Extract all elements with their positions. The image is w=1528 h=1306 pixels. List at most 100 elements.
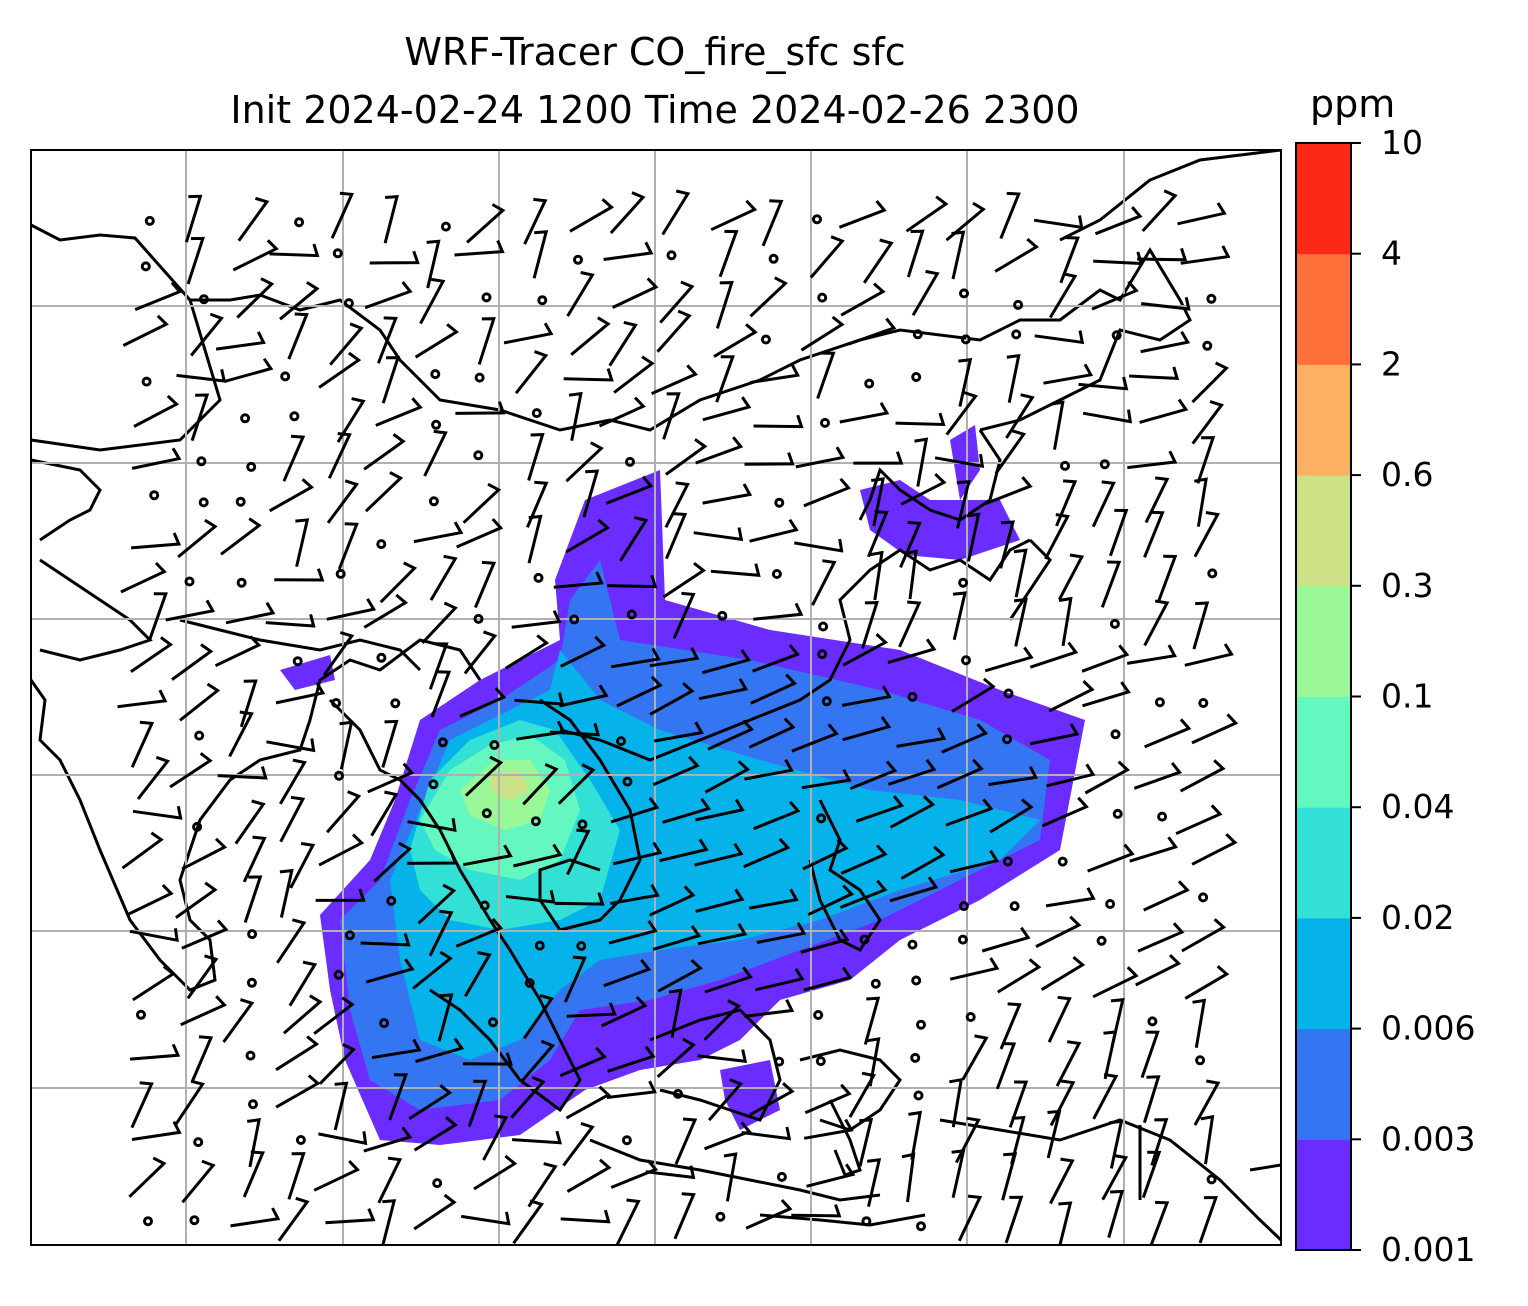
wind-barb — [407, 851, 458, 865]
wind-barb — [1094, 206, 1143, 236]
wind-barb — [553, 571, 604, 589]
wind-barb — [511, 610, 562, 629]
calm-wind-marker — [1013, 299, 1024, 310]
calm-wind-marker — [861, 1216, 872, 1227]
wind-barb — [1144, 476, 1170, 524]
calm-wind-marker — [294, 217, 305, 228]
map-frame — [30, 149, 1282, 1246]
wind-barb — [715, 355, 735, 403]
wind-barb — [122, 314, 169, 347]
calm-wind-marker — [428, 496, 439, 507]
colorbar-tick-label: 4 — [1381, 234, 1402, 273]
wind-barb — [467, 1079, 488, 1128]
wind-barb — [381, 1199, 397, 1245]
wind-barb — [148, 592, 168, 640]
wind-barb — [130, 1081, 154, 1129]
calm-wind-marker — [815, 1056, 826, 1067]
wind-barb — [1084, 760, 1130, 795]
calm-wind-marker — [379, 1018, 390, 1029]
wind-barb — [474, 560, 497, 609]
wind-barb — [181, 837, 228, 871]
wind-barb — [407, 818, 457, 833]
wind-barb — [989, 798, 1034, 834]
wind-barb — [999, 520, 1015, 569]
calm-wind-marker — [820, 417, 830, 428]
wind-barb — [698, 678, 749, 701]
calm-wind-marker — [870, 978, 881, 989]
wind-barb — [606, 1080, 657, 1099]
wind-barb — [329, 322, 364, 366]
calm-wind-marker — [958, 577, 969, 588]
wind-barb — [981, 926, 1031, 953]
wind-barb — [1137, 247, 1188, 262]
wind-barb — [723, 1152, 738, 1202]
colorbar-segment — [1296, 475, 1351, 587]
wind-barb — [388, 1073, 409, 1121]
wind-barb — [504, 634, 550, 670]
wind-barb — [995, 1042, 1017, 1090]
wind-barb — [914, 437, 929, 487]
wind-barb — [800, 315, 845, 352]
calm-wind-marker — [961, 655, 971, 666]
wind-barb — [367, 762, 415, 794]
wind-barb — [132, 805, 183, 820]
wind-barb — [175, 881, 218, 919]
calm-wind-marker — [916, 1221, 926, 1232]
wind-barb — [130, 720, 155, 768]
wind-barb — [295, 518, 310, 568]
wind-barb — [961, 1034, 989, 1081]
wind-barb — [1133, 761, 1183, 790]
wind-barb — [325, 790, 362, 834]
wind-barb — [1004, 1195, 1024, 1244]
wind-barb — [903, 549, 918, 600]
calm-wind-marker — [333, 969, 344, 980]
wind-barb — [171, 643, 214, 681]
wind-barb — [803, 477, 852, 508]
wind-barb — [1150, 1118, 1169, 1166]
wind-barb — [279, 868, 294, 918]
wind-barb — [713, 323, 758, 358]
wind-barb — [908, 1110, 923, 1161]
wind-barb — [1143, 880, 1190, 912]
wind-barb — [381, 719, 399, 768]
wind-barb — [327, 432, 352, 479]
calm-wind-marker — [198, 294, 209, 305]
wind-barb — [413, 521, 464, 544]
calm-wind-marker — [235, 496, 246, 507]
wind-barb — [381, 356, 401, 404]
wind-barb — [610, 647, 661, 669]
wind-barb — [1005, 393, 1035, 439]
wind-barb — [889, 795, 936, 829]
wind-barb — [1193, 1079, 1221, 1126]
wind-barb — [611, 277, 659, 309]
wind-barb — [1194, 477, 1208, 527]
calm-wind-marker — [812, 214, 822, 225]
wind-barb — [656, 309, 692, 353]
calm-wind-marker — [817, 649, 828, 660]
wind-barb — [715, 281, 734, 329]
wind-barb — [1184, 965, 1230, 1000]
wind-barb — [645, 1165, 696, 1180]
wind-barb — [1137, 922, 1185, 953]
wind-barb — [129, 1043, 181, 1061]
wind-barb — [607, 1045, 656, 1073]
wind-barb — [423, 429, 448, 477]
calm-wind-marker — [1207, 568, 1218, 579]
wind-barb — [336, 397, 366, 443]
wind-barb — [190, 312, 224, 357]
wind-barb — [243, 875, 263, 923]
calm-wind-marker — [432, 1178, 443, 1189]
colorbar-segment — [1296, 364, 1351, 476]
wind-barb — [749, 363, 801, 384]
wind-barb — [512, 1130, 562, 1145]
wind-barb — [1140, 331, 1191, 354]
calm-wind-marker — [246, 977, 257, 988]
wind-barb — [949, 1077, 964, 1128]
wind-barb — [1177, 202, 1227, 226]
calm-wind-marker — [488, 1017, 498, 1028]
calm-wind-marker — [428, 779, 439, 790]
calm-wind-marker — [717, 610, 728, 621]
wind-barb — [383, 194, 399, 244]
wind-barb — [563, 368, 614, 382]
